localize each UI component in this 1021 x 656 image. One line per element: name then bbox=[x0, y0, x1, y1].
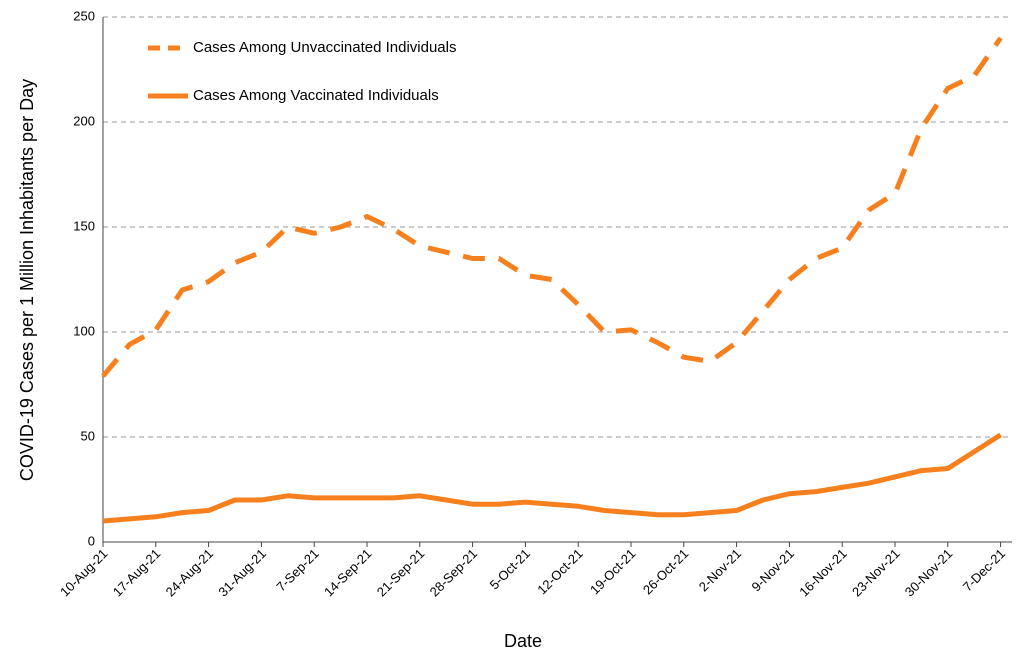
x-tick-label: 26-Oct-21 bbox=[640, 546, 691, 597]
x-tick-label: 19-Oct-21 bbox=[587, 546, 638, 597]
x-tick-label: 28-Sep-21 bbox=[427, 546, 481, 600]
x-tick-label: 2-Nov-21 bbox=[696, 546, 744, 594]
x-tick-label: 10-Aug-21 bbox=[57, 546, 111, 600]
series-line bbox=[101, 36, 1003, 378]
x-tick-label: 9-Nov-21 bbox=[749, 546, 797, 594]
series-line bbox=[102, 432, 1002, 524]
x-tick-label: 5-Oct-21 bbox=[487, 546, 533, 592]
x-tick-label: 7-Sep-21 bbox=[273, 546, 321, 594]
x-tick-label: 23-Nov-21 bbox=[849, 546, 903, 600]
x-tick-label: 21-Sep-21 bbox=[374, 546, 428, 600]
x-tick-label: 7-Dec-21 bbox=[960, 546, 1008, 594]
x-tick-label: 16-Nov-21 bbox=[796, 546, 850, 600]
x-tick-label: 30-Nov-21 bbox=[902, 546, 956, 600]
y-tick-label: 50 bbox=[81, 428, 95, 443]
x-tick-label: 12-Oct-21 bbox=[534, 546, 585, 597]
x-axis-title: Date bbox=[504, 631, 542, 651]
y-tick-label: 250 bbox=[73, 8, 95, 23]
legend-label: Cases Among Unvaccinated Individuals bbox=[193, 39, 456, 56]
y-tick-label: 0 bbox=[88, 533, 95, 548]
x-tick-label: 14-Sep-21 bbox=[321, 546, 375, 600]
y-axis-title: COVID-19 Cases per 1 Million Inhabitants… bbox=[17, 79, 37, 481]
x-tick-label: 31-Aug-21 bbox=[215, 546, 269, 600]
y-tick-label: 150 bbox=[73, 218, 95, 233]
y-tick-label: 200 bbox=[73, 113, 95, 128]
y-tick-label: 100 bbox=[73, 323, 95, 338]
x-tick-label: 24-Aug-21 bbox=[163, 546, 217, 600]
x-tick-label: 17-Aug-21 bbox=[110, 546, 164, 600]
legend-label: Cases Among Vaccinated Individuals bbox=[193, 87, 439, 104]
